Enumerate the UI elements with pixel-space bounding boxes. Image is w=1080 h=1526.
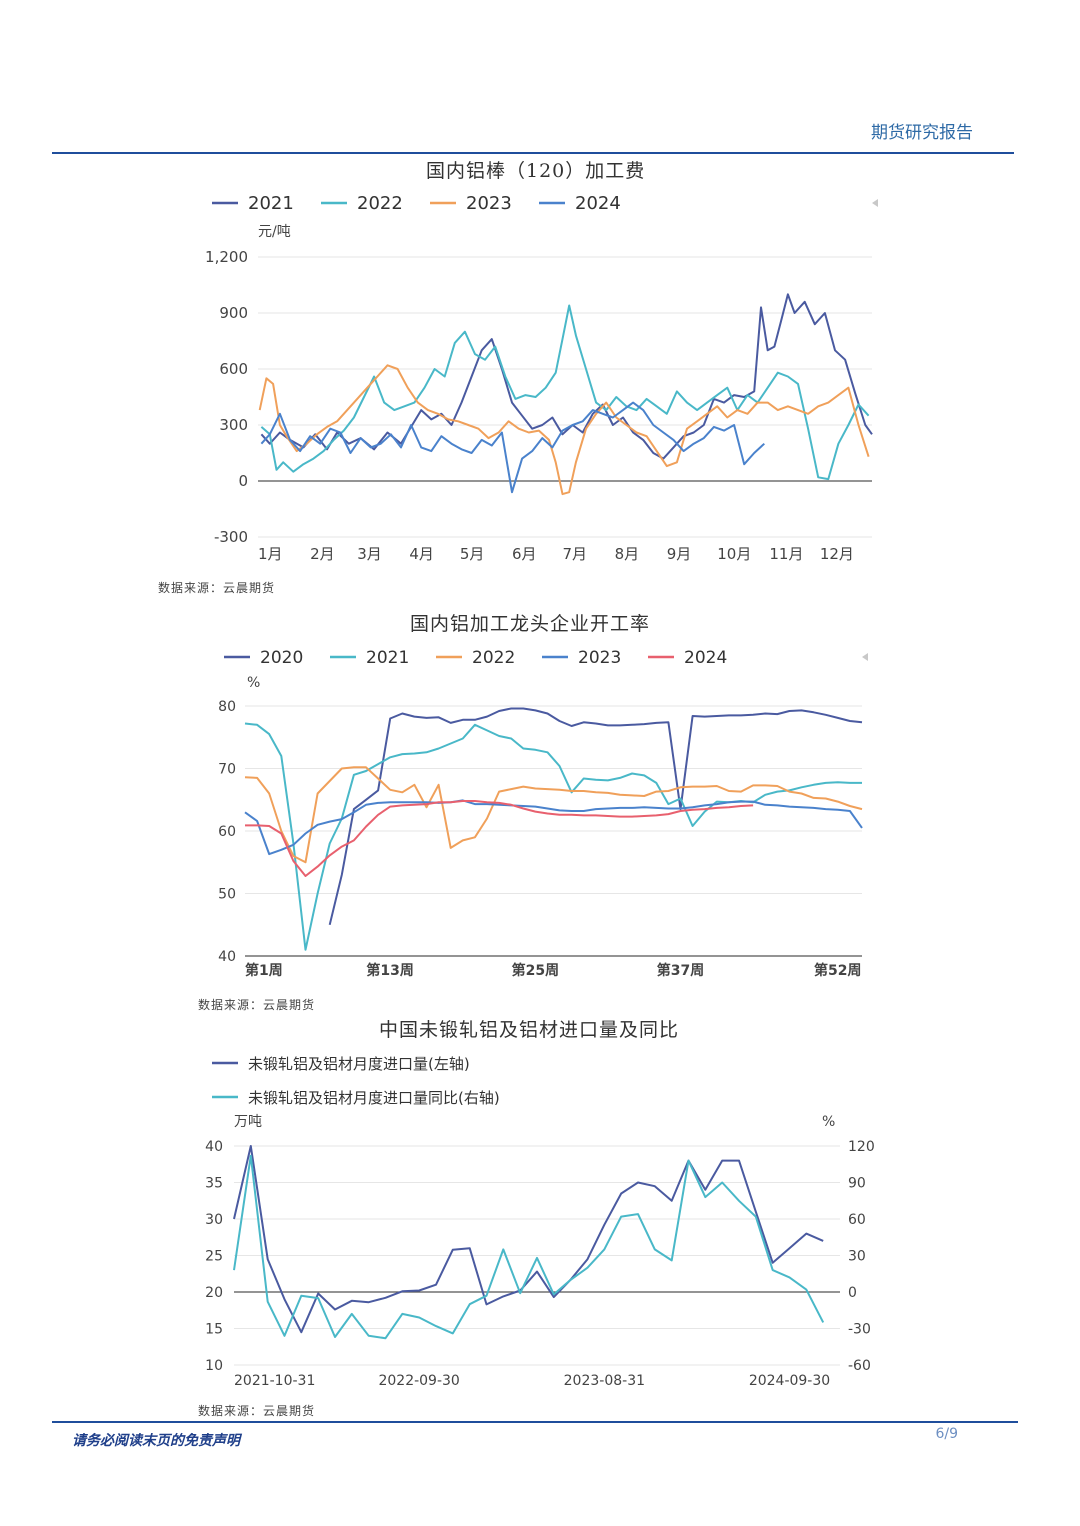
- chart2-x-tick-label: 第52周: [814, 962, 861, 979]
- chart1-y-tick-label: 600: [219, 360, 248, 378]
- chart2-y-tick-label: 70: [218, 762, 236, 778]
- chart3-y-tick-label: 40: [205, 1139, 223, 1155]
- chart2-series-line-3: [244, 766, 863, 864]
- chart2-x-tick-label: 第1周: [245, 962, 283, 979]
- chart2-y-tick-label: 50: [218, 887, 236, 903]
- chart1-series-line-4: [260, 401, 765, 494]
- chart2-y-tick-label: 60: [218, 824, 236, 840]
- chart1-x-tick-label: 4月: [409, 545, 434, 563]
- chart3-y-right-tick-label: -60: [848, 1358, 871, 1374]
- chart3-legend-label: 未锻轧铝及铝材月度进口量同比(右轴): [248, 1089, 500, 1107]
- chart3-y-right-tick-label: 120: [848, 1139, 875, 1155]
- chart2-series-line-1: [328, 707, 863, 926]
- chart1-series-line-1: [260, 293, 873, 460]
- chart1-x-tick-label: 6月: [512, 545, 537, 563]
- chart3-x-tick-label: 2022-09-30: [378, 1373, 459, 1389]
- chart1-x-tick-label: 8月: [615, 545, 640, 563]
- chart1-x-tick-label: 12月: [820, 545, 854, 563]
- chart1-legend-label: 2022: [357, 193, 403, 214]
- chart1-series-line-3: [258, 364, 870, 496]
- chart1-y-unit: 元/吨: [258, 224, 291, 240]
- chart1-x-tick-label: 9月: [667, 545, 692, 563]
- chart3-y-tick-label: 30: [205, 1212, 223, 1228]
- chart3-legend-label: 未锻轧铝及铝材月度进口量(左轴): [248, 1055, 470, 1073]
- chart1-x-tick-label: 10月: [717, 545, 751, 563]
- chart3-x-tick-label: 2023-08-31: [564, 1373, 645, 1389]
- chart3-x-tick-label: 2021-10-31: [234, 1373, 315, 1389]
- chart2-series-line-2: [244, 722, 862, 951]
- chart2-y-tick-label: 40: [218, 949, 236, 965]
- chart3-y-right-tick-label: 30: [848, 1249, 866, 1265]
- chart2-legend-label: 2022: [472, 648, 515, 668]
- chart3-y-tick-label: 15: [205, 1322, 223, 1338]
- chart2-legend-label: 2021: [366, 648, 409, 668]
- chart3-y-right-tick-label: 0: [848, 1285, 857, 1301]
- chart2-series-line-5: [245, 800, 754, 877]
- chart1-legend-label: 2024: [575, 193, 621, 214]
- chart1-y-tick-label: 900: [219, 304, 248, 322]
- chart2-series-line-4: [244, 799, 863, 856]
- chart1-series-line-2: [260, 304, 870, 481]
- chart1-legend-label: 2023: [466, 193, 512, 214]
- chart1-x-tick-label: 5月: [460, 545, 485, 563]
- chart2-y-tick-label: 80: [218, 699, 236, 715]
- report-header-title: 期货研究报告: [871, 123, 973, 143]
- chart3-y-right-tick-label: -30: [848, 1322, 871, 1338]
- chart3-title: 中国未锻轧铝及铝材进口量及同比: [379, 1019, 680, 1041]
- chart3-x-tick-label: 2024-09-30: [749, 1373, 830, 1389]
- chart1-source: 数据来源：云晨期货: [158, 581, 276, 595]
- chart3-series-line-2: [233, 1154, 825, 1340]
- chart2-legend-scroll-arrow: [862, 653, 868, 661]
- chart1-y-tick-label: 0: [238, 472, 248, 490]
- chart1-x-tick-label: 3月: [357, 545, 382, 563]
- chart3-y-tick-label: 10: [205, 1358, 223, 1374]
- chart2-x-tick-label: 第13周: [366, 962, 413, 979]
- chart1-y-tick-label: -300: [214, 528, 248, 546]
- chart1-legend-label: 2021: [248, 193, 294, 214]
- chart2-legend-label: 2020: [260, 648, 303, 668]
- chart2-source: 数据来源：云晨期货: [198, 998, 316, 1012]
- chart3-y-right-tick-label: 90: [848, 1176, 866, 1192]
- chart1-x-tick-label: 1月: [258, 545, 283, 563]
- chart3-y-right-unit: %: [822, 1114, 835, 1130]
- chart2-y-unit: %: [247, 675, 260, 691]
- chart1-y-tick-label: 300: [219, 416, 248, 434]
- chart1-legend-scroll-arrow: [872, 199, 878, 207]
- chart2-legend-label: 2023: [578, 648, 621, 668]
- chart3-y-tick-label: 20: [205, 1285, 223, 1301]
- chart3-source: 数据来源：云晨期货: [198, 1404, 316, 1418]
- header-divider: [52, 152, 1014, 154]
- chart2-legend-label: 2024: [684, 648, 727, 668]
- chart3-y-left-unit: 万吨: [234, 1114, 262, 1130]
- chart3-y-right-tick-label: 60: [848, 1212, 866, 1228]
- chart2-title: 国内铝加工龙头企业开工率: [410, 613, 651, 635]
- chart2-x-tick-label: 第37周: [657, 962, 704, 979]
- footer-divider: [52, 1421, 1018, 1423]
- page-number: 6/9: [935, 1426, 958, 1442]
- chart2-x-tick-label: 第25周: [512, 962, 559, 979]
- chart1-title: 国内铝棒（120）加工费: [426, 160, 646, 182]
- footer-disclaimer: 请务必阅读末页的免责声明: [72, 1433, 240, 1449]
- chart3-y-tick-label: 35: [205, 1176, 223, 1192]
- chart1-x-tick-label: 7月: [562, 545, 587, 563]
- chart1-x-tick-label: 2月: [310, 545, 335, 563]
- chart3-series-line-1: [233, 1145, 824, 1334]
- chart1-y-tick-label: 1,200: [205, 248, 248, 266]
- chart1-x-tick-label: 11月: [769, 545, 803, 563]
- chart3-y-tick-label: 25: [205, 1249, 223, 1265]
